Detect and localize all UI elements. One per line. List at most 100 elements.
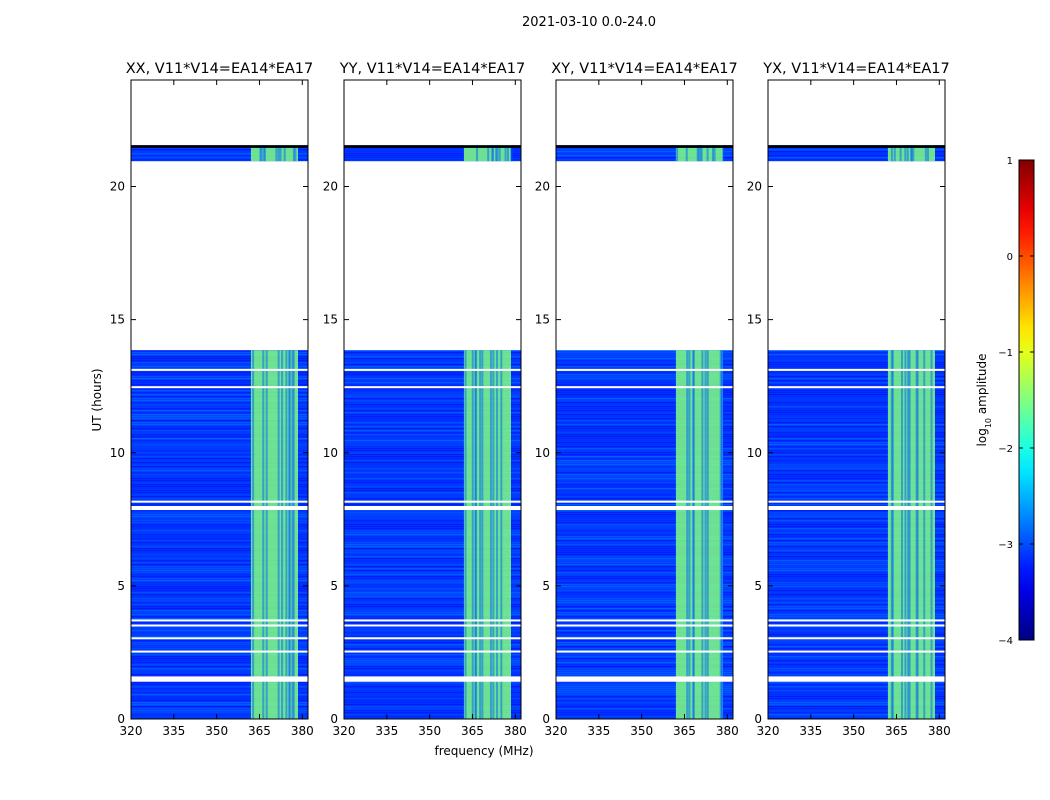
rfi-stripe bbox=[900, 350, 903, 719]
data-gap bbox=[344, 637, 521, 640]
texture-row bbox=[768, 466, 945, 468]
texture-row bbox=[344, 560, 521, 562]
texture-row bbox=[556, 696, 733, 698]
texture-row bbox=[344, 358, 521, 360]
rfi-stripe bbox=[275, 145, 278, 162]
rfi-stripe bbox=[504, 145, 507, 162]
texture-row bbox=[344, 482, 521, 484]
texture-row bbox=[768, 646, 945, 648]
rfi-stripe bbox=[498, 145, 501, 162]
texture-row bbox=[768, 474, 945, 476]
texture-row bbox=[344, 662, 521, 664]
texture-row bbox=[344, 552, 521, 554]
texture-row bbox=[768, 364, 945, 366]
texture-row bbox=[344, 446, 521, 448]
texture-row bbox=[768, 426, 945, 428]
data-gap bbox=[768, 500, 945, 503]
texture-row bbox=[556, 666, 733, 668]
texture-row bbox=[556, 668, 733, 670]
texture-row bbox=[344, 604, 521, 606]
texture-row bbox=[556, 662, 733, 664]
y-tick-label: 10 bbox=[747, 446, 762, 460]
texture-row bbox=[556, 584, 733, 586]
texture-row bbox=[556, 656, 733, 658]
data-gap bbox=[768, 650, 945, 653]
texture-row bbox=[344, 398, 521, 400]
texture-row bbox=[768, 528, 945, 530]
rfi-stripe bbox=[676, 145, 679, 162]
texture-row bbox=[344, 392, 521, 394]
texture-row bbox=[768, 674, 945, 676]
texture-row bbox=[556, 151, 733, 153]
rfi-stripe bbox=[915, 350, 918, 719]
texture-row bbox=[556, 612, 733, 614]
rfi-stripe bbox=[916, 350, 919, 719]
texture-row bbox=[768, 704, 945, 706]
texture-row bbox=[768, 668, 945, 670]
texture-row bbox=[768, 388, 945, 390]
rfi-stripe bbox=[496, 350, 499, 719]
spectrogram bbox=[344, 145, 521, 720]
texture-row bbox=[556, 540, 733, 542]
texture-row bbox=[556, 482, 733, 484]
texture-row bbox=[556, 600, 733, 602]
texture-row bbox=[556, 632, 733, 634]
texture-row bbox=[344, 488, 521, 490]
texture-row bbox=[131, 702, 308, 704]
texture-row bbox=[556, 157, 733, 159]
texture-row bbox=[344, 528, 521, 530]
texture-row bbox=[556, 374, 733, 376]
texture-row bbox=[556, 420, 733, 422]
texture-row bbox=[768, 544, 945, 546]
rfi-stripe bbox=[277, 350, 280, 719]
texture-row bbox=[768, 376, 945, 378]
rfi-band bbox=[463, 350, 511, 719]
texture-row bbox=[768, 392, 945, 394]
panel: YX, V11*V14=EA14*EA17 320 335 350 365 380 0 5 10… bbox=[747, 61, 951, 738]
texture-row bbox=[556, 456, 733, 458]
texture-row bbox=[344, 526, 521, 528]
texture-row bbox=[131, 438, 308, 440]
texture-row bbox=[768, 149, 945, 151]
texture-row bbox=[131, 570, 308, 572]
panel: XY, V11*V14=EA14*EA17 320 335 350 365 380 0 5 10… bbox=[535, 61, 739, 738]
texture-row bbox=[556, 518, 733, 520]
x-tick-label: 350 bbox=[630, 724, 653, 738]
texture-row bbox=[768, 696, 945, 698]
texture-row bbox=[131, 668, 308, 670]
rfi-stripe bbox=[899, 145, 902, 162]
texture-row bbox=[556, 490, 733, 492]
texture-row bbox=[768, 578, 945, 580]
texture-row bbox=[131, 398, 308, 400]
texture-row bbox=[344, 586, 521, 588]
texture-row bbox=[344, 486, 521, 488]
texture-row bbox=[344, 542, 521, 544]
texture-row bbox=[131, 540, 308, 542]
texture-row bbox=[344, 640, 521, 642]
texture-row bbox=[768, 582, 945, 584]
texture-row bbox=[556, 574, 733, 576]
x-tick-label: 380 bbox=[716, 724, 739, 738]
texture-row bbox=[131, 674, 308, 676]
texture-row bbox=[556, 558, 733, 560]
texture-row bbox=[344, 608, 521, 610]
texture-row bbox=[344, 470, 521, 472]
x-tick-label: 335 bbox=[587, 724, 610, 738]
texture-row bbox=[131, 536, 308, 538]
axes-frame bbox=[555, 79, 734, 720]
data-gap bbox=[131, 650, 308, 653]
texture-row bbox=[768, 434, 945, 436]
texture-row bbox=[344, 658, 521, 660]
axes-frame bbox=[130, 79, 309, 720]
texture-row bbox=[768, 568, 945, 570]
data-gap bbox=[131, 368, 308, 371]
texture-row bbox=[131, 486, 308, 488]
texture-row bbox=[344, 702, 521, 704]
y-tick-label: 20 bbox=[747, 180, 762, 194]
texture-row bbox=[556, 468, 733, 470]
texture-row bbox=[131, 558, 308, 560]
texture-row bbox=[768, 574, 945, 576]
texture-row bbox=[556, 672, 733, 674]
texture-row bbox=[131, 654, 308, 656]
texture-row bbox=[556, 484, 733, 486]
